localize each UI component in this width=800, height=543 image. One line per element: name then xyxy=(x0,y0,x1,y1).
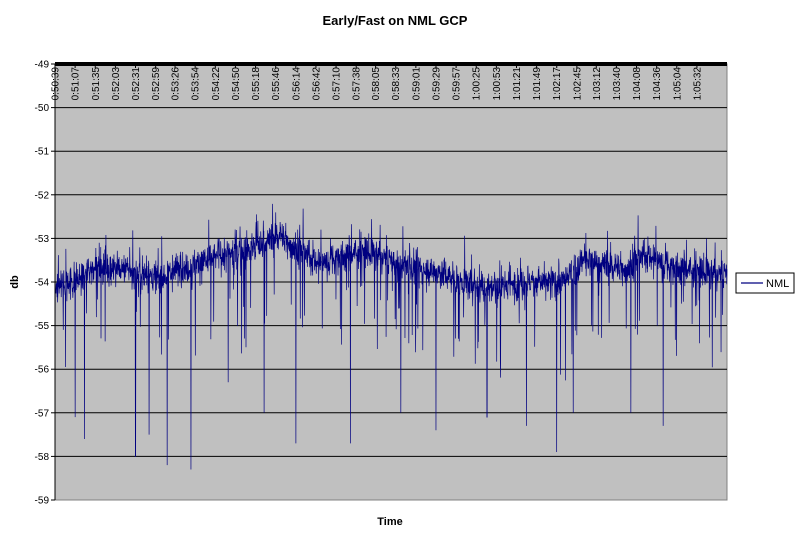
legend: NML xyxy=(735,272,795,294)
x-tick-label: 0:55:46 xyxy=(271,67,282,101)
x-tick-label: 1:04:36 xyxy=(652,67,663,101)
y-tick-label: -51 xyxy=(35,147,50,158)
x-tick-label: 1:02:17 xyxy=(552,67,563,101)
series-line-nml xyxy=(54,203,728,470)
x-tick-label: 0:58:33 xyxy=(391,67,402,101)
y-axis-title: db xyxy=(9,275,21,289)
y-tick-label: -53 xyxy=(35,234,50,245)
x-tick-label: 1:01:21 xyxy=(512,67,523,101)
x-tick-label: 0:54:22 xyxy=(211,67,222,101)
x-tick-label: 0:50:39 xyxy=(51,67,62,101)
y-tick-label: -52 xyxy=(35,190,50,201)
y-tick-label: -57 xyxy=(35,408,50,419)
x-tick-label: 0:57:38 xyxy=(352,67,363,101)
x-axis-title: Time xyxy=(377,516,402,528)
x-axis-ticks: 0:50:39 0:51:07 0:51:35 0:52:03 0:52:31 0:52:… xyxy=(51,64,703,101)
x-tick-label: 0:51:07 xyxy=(71,67,82,101)
x-tick-label: 0:56:14 xyxy=(291,67,302,101)
x-tick-label: 0:59:29 xyxy=(431,67,442,101)
x-tick-label: 0:54:50 xyxy=(231,67,242,101)
y-tick-label: -55 xyxy=(35,321,50,332)
x-tick-label: 1:01:49 xyxy=(532,67,543,101)
x-tick-label: 0:57:10 xyxy=(332,67,343,101)
series-nml xyxy=(54,203,728,470)
x-tick-label: 0:53:54 xyxy=(191,67,202,101)
x-tick-label: 0:59:01 xyxy=(411,67,422,101)
legend-label-nml: NML xyxy=(766,278,789,290)
x-tick-label: 1:00:25 xyxy=(472,67,483,101)
x-tick-label: 0:52:03 xyxy=(111,67,122,101)
y-tick-label: -56 xyxy=(35,365,50,376)
y-tick-label: -49 xyxy=(35,60,50,71)
x-tick-label: 1:02:45 xyxy=(572,67,583,101)
x-tick-label: 0:59:57 xyxy=(452,67,463,101)
x-tick-label: 0:53:26 xyxy=(171,67,182,101)
x-tick-label: 0:58:05 xyxy=(371,67,382,101)
x-tick-label: 1:03:40 xyxy=(612,67,623,101)
y-tick-label: -50 xyxy=(35,103,50,114)
legend-box xyxy=(735,272,795,294)
x-tick-label: 1:00:53 xyxy=(492,67,503,101)
y-tick-label: -58 xyxy=(35,452,50,463)
y-tick-label: -54 xyxy=(35,278,50,289)
x-tick-label: 0:55:18 xyxy=(251,67,262,101)
x-tick-label: 0:52:31 xyxy=(131,67,142,101)
x-tick-label: 0:56:42 xyxy=(311,67,322,101)
x-tick-label: 1:04:08 xyxy=(632,67,643,101)
x-tick-label: 0:51:35 xyxy=(91,67,102,101)
chart-title: Early/Fast on NML GCP xyxy=(323,13,468,28)
y-tick-label: -59 xyxy=(35,496,50,507)
x-tick-label: 0:52:59 xyxy=(151,67,162,101)
x-tick-label: 1:05:04 xyxy=(672,67,683,101)
x-tick-label: 1:03:12 xyxy=(592,67,603,101)
x-tick-label: 1:05:32 xyxy=(692,67,703,101)
y-axis-ticks: -49 -50 -51 -52 -53 -54 -55 -56 -57 -58 -59 xyxy=(35,60,55,507)
